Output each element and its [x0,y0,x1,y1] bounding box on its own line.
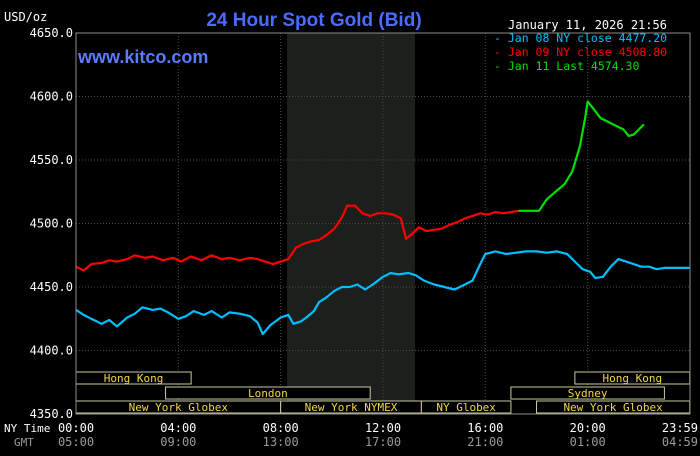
session-label: New York Globex [563,401,663,414]
ny-time-tick: 08:00 [263,421,299,435]
session-label: Sydney [568,387,608,400]
session-box [510,386,665,400]
y-tick-label: 4600.0 [30,90,73,104]
series-line [518,100,645,212]
gmt-tick: 09:00 [160,435,196,449]
session-box [165,386,371,400]
gmt-tick: 01:00 [570,435,606,449]
y-tick-label: 4400.0 [30,344,73,358]
gmt-tick: 17:00 [365,435,401,449]
gmt-tick: 05:00 [58,435,94,449]
ny-time-label: NY Time [4,422,50,435]
series-line [75,204,519,272]
gmt-label: GMT [14,436,34,449]
ny-time-tick: 23:59 [662,421,698,435]
y-tick-label: 4500.0 [30,217,73,231]
session-label: NY Globex [436,401,496,414]
series-line [75,250,690,336]
y-axis-ticks: 4650.0 4600.0 4550.0 4500.0 4450.0 4400.0 4350… [30,26,73,421]
gmt-tick: 21:00 [467,435,503,449]
legend-entry: - Jan 08 NY close 4477.20 [494,31,667,45]
trading-sessions: Hong Kong London New York Globex New York N… [75,371,691,414]
session-label: Hong Kong [603,372,663,385]
legend-entry: - Jan 09 NY close 4508.80 [494,45,667,59]
gmt-tick: 04:59 [662,435,698,449]
y-tick-label: 4450.0 [30,280,73,294]
ny-time-tick: 00:00 [58,421,94,435]
session-label: London [248,387,288,400]
gmt-tick: 13:00 [263,435,299,449]
timestamp: January 11, 2026 21:56 [508,18,667,32]
legend: - Jan 08 NY close 4477.20- Jan 09 NY clo… [494,31,667,73]
session-label: New York NYMEX [305,401,398,414]
ny-time-tick: 12:00 [365,421,401,435]
y-tick-label: 4650.0 [30,26,73,40]
session-label: New York Globex [129,401,229,414]
ny-time-tick: 20:00 [570,421,606,435]
plot-frame [75,32,691,415]
price-series [75,100,690,336]
ny-time-tick: 16:00 [467,421,503,435]
session-label: Hong Kong [104,372,164,385]
ny-time-tick: 04:00 [160,421,196,435]
ny-session-shade [287,33,415,414]
y-tick-label: 4550.0 [30,153,73,167]
legend-entry: - Jan 11 Last 4574.30 [494,59,639,73]
y-tick-label: 4350.0 [30,407,73,421]
unit-label: USD/oz [4,10,47,24]
chart-title: 24 Hour Spot Gold (Bid) [206,10,421,31]
kitco-watermark: www.kitco.com [77,47,208,67]
session-box [420,400,512,414]
